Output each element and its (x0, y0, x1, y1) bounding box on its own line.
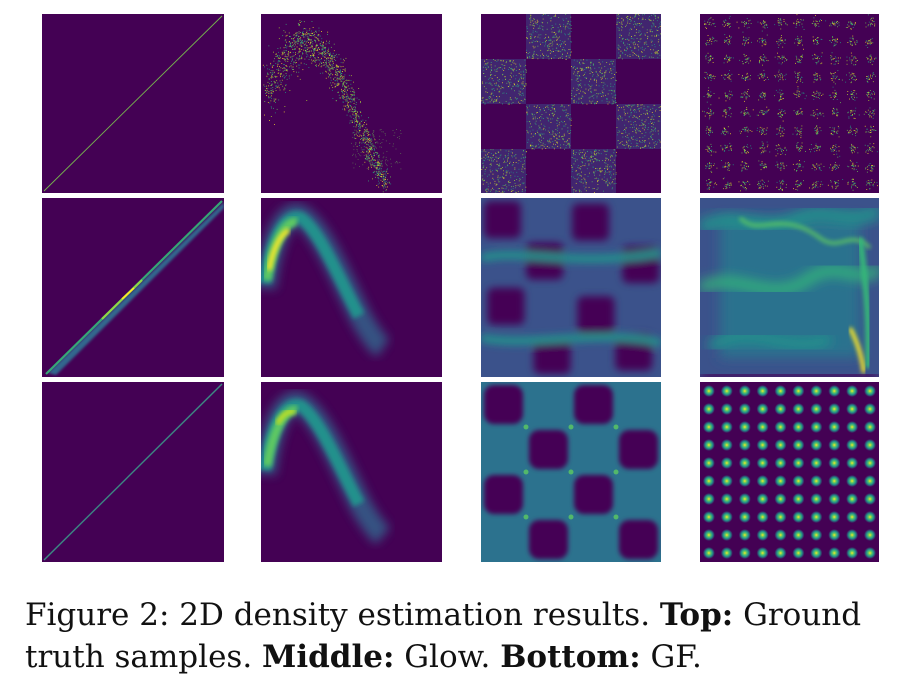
panel-top-gaussian-grid (700, 14, 879, 193)
figure-caption: Figure 2: 2D density estimation results.… (25, 594, 905, 678)
panel-middle-checkerboard (481, 198, 661, 377)
panel-bottom-diagonal (42, 382, 224, 562)
caption-top-text: Ground truth samples. (25, 597, 862, 675)
panel-bottom-gaussian-grid (700, 382, 879, 562)
panel-top-checkerboard (481, 14, 661, 193)
caption-middle-text: Glow. (404, 639, 491, 675)
panel-top-sine (261, 14, 442, 193)
caption-label: Figure 2: (25, 597, 170, 633)
caption-top-label: Top: (659, 597, 734, 633)
caption-bottom-label: Bottom: (500, 639, 641, 675)
caption-middle-label: Middle: (262, 639, 395, 675)
caption-bottom-text: GF. (650, 639, 702, 675)
panel-middle-sine (261, 198, 442, 377)
panel-middle-diagonal (42, 198, 224, 377)
panel-bottom-checkerboard (481, 382, 661, 562)
panel-bottom-sine (261, 382, 442, 562)
panel-top-diagonal (42, 14, 224, 193)
caption-text: 2D density estimation results. (179, 597, 651, 633)
panel-middle-gaussian-grid (700, 198, 879, 377)
